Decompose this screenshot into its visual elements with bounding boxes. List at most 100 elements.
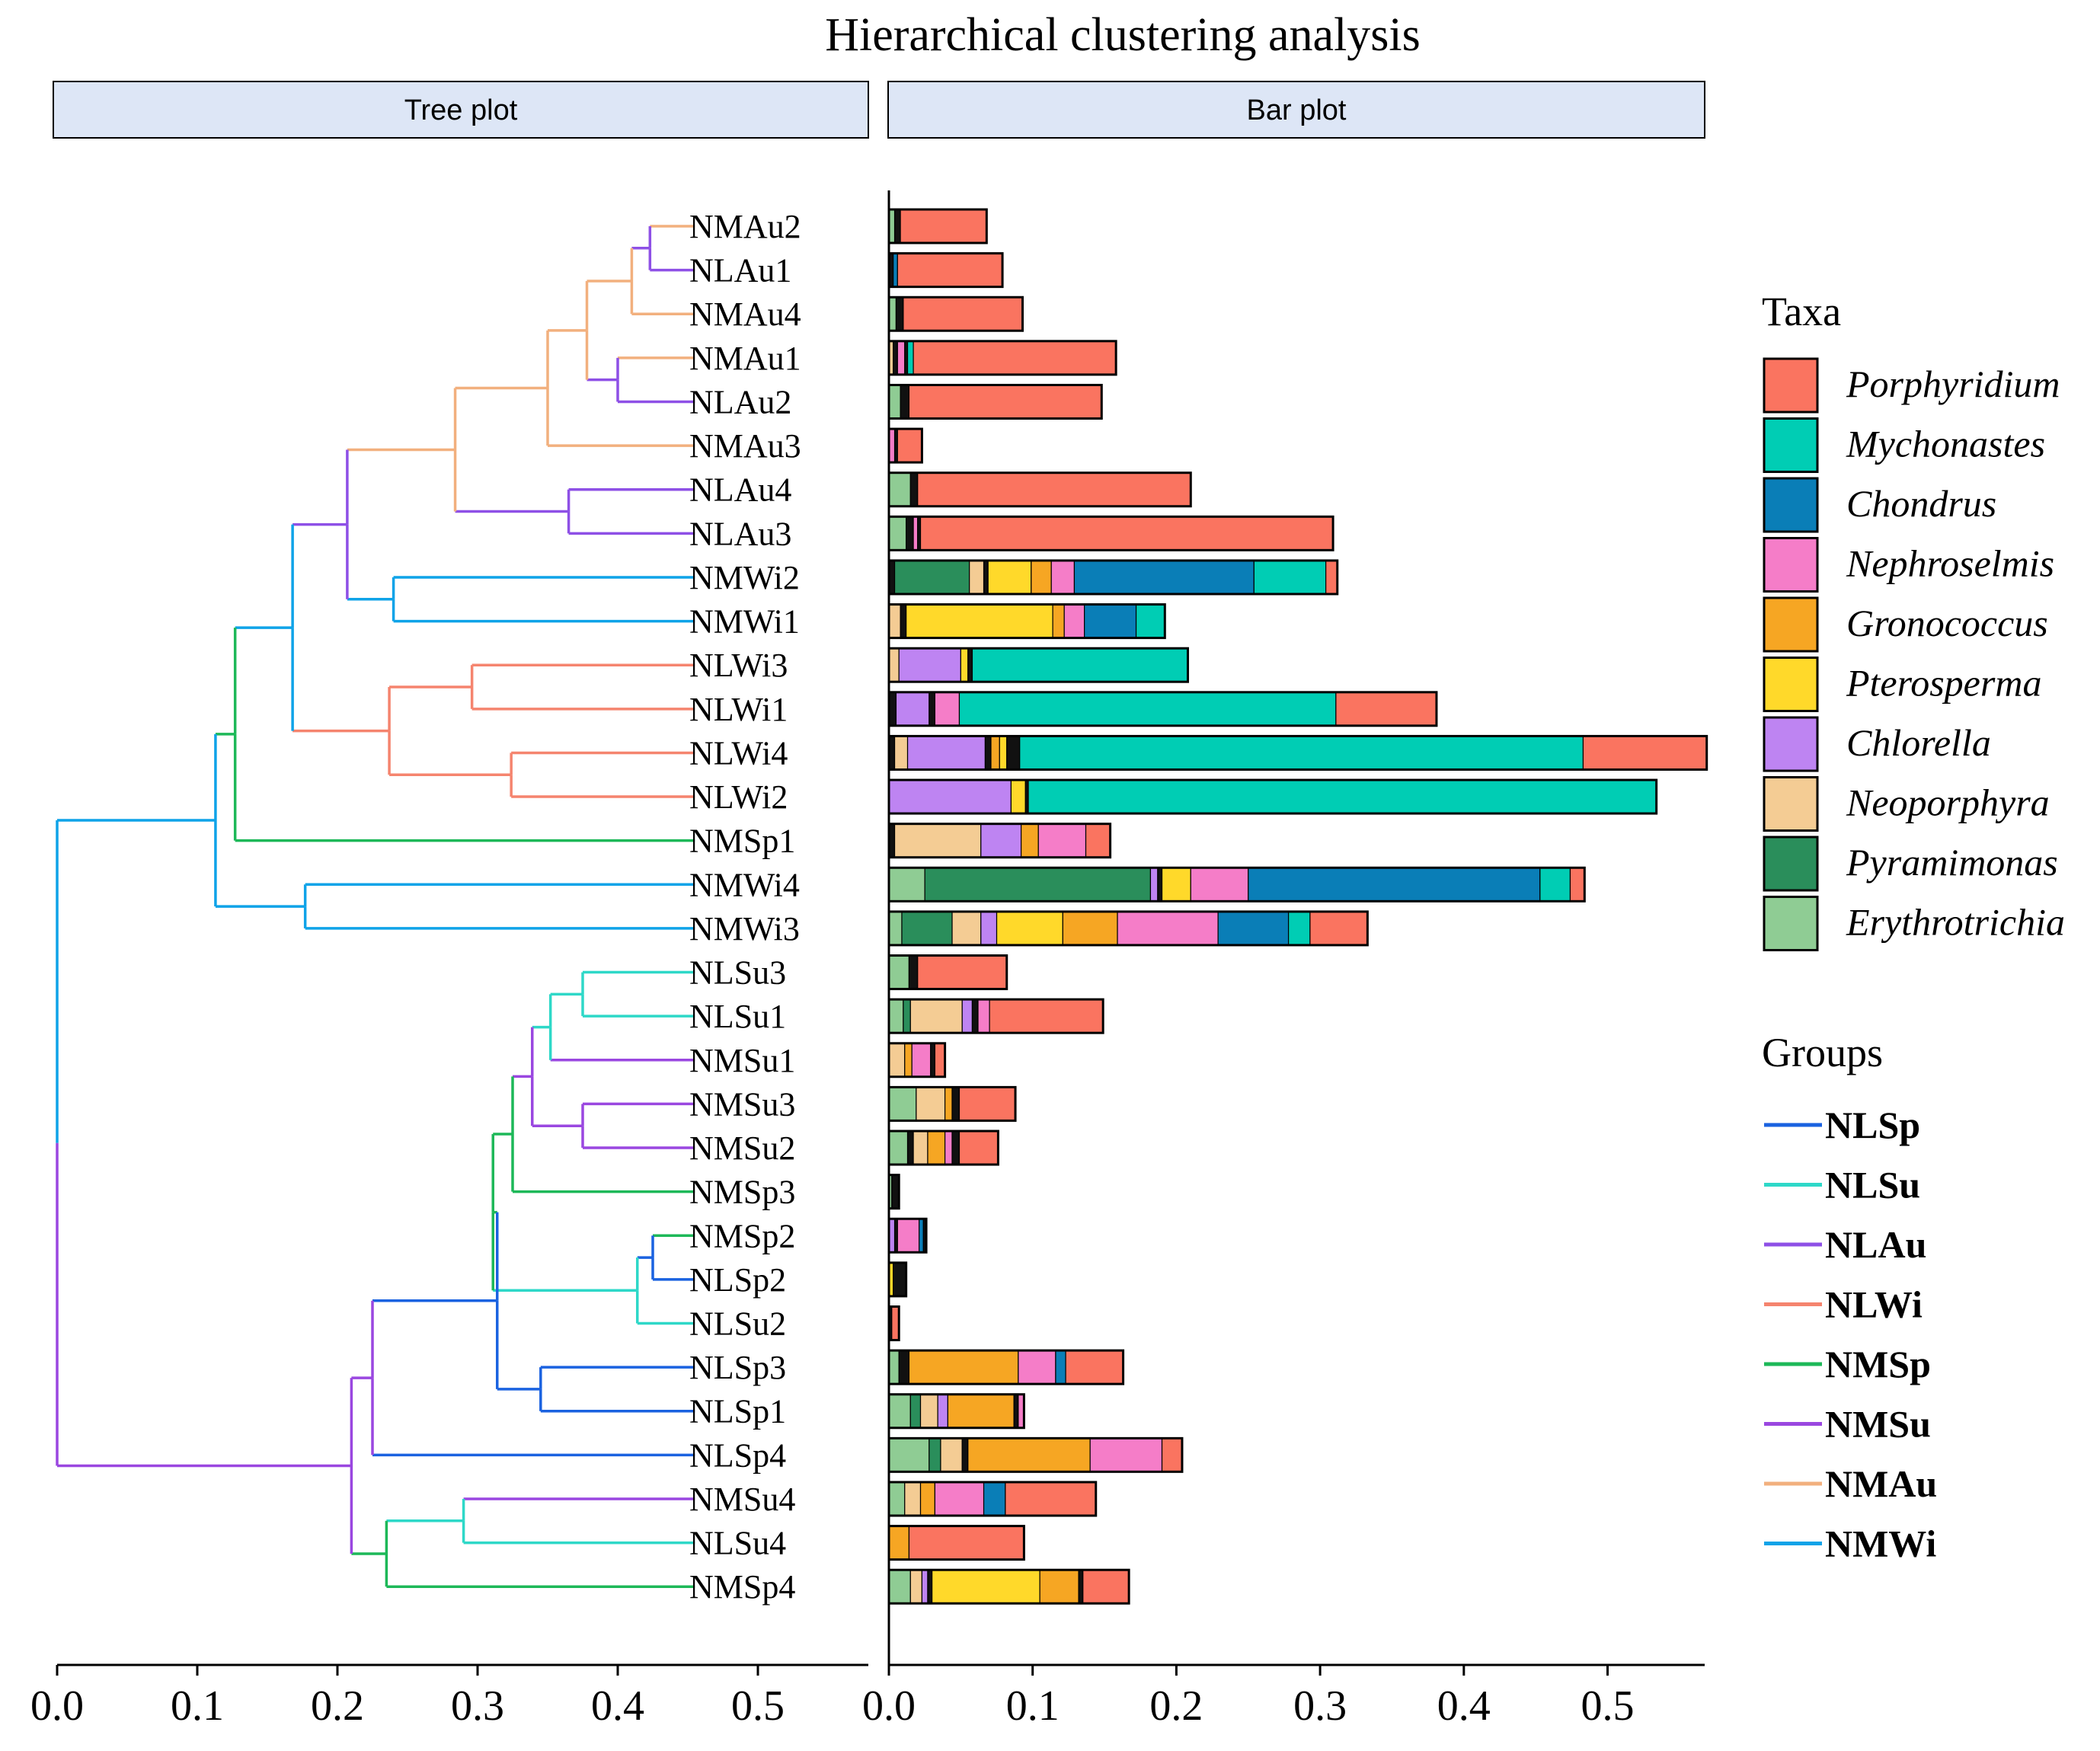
bar-axis-tick-label: 0.4 <box>1437 1682 1491 1730</box>
bar-segment-Mychonastes <box>971 647 1189 682</box>
bar-segment-other <box>1078 1569 1084 1604</box>
bar-segment-other <box>951 1130 961 1165</box>
bar-segment-other <box>898 1350 910 1385</box>
bar-NMAu2 <box>887 208 988 244</box>
bar-segment-other <box>951 1086 961 1122</box>
bar-segment-Gronococcus <box>927 1130 946 1165</box>
sample-labels: NMAu2 NLAu1 NMAu4 NMAu1 NLAu2 NMAu3 NLAu4 NLAu3… <box>689 208 801 1606</box>
sample-label-NMWi2: NMWi2 <box>689 559 800 596</box>
bar-axis-tick-label: 0.0 <box>862 1682 916 1730</box>
bar-segment-Mychonastes <box>958 692 1337 727</box>
bar-segment-Pyramimonas <box>909 1394 922 1429</box>
bar-segment-Gronococcus <box>904 1043 913 1078</box>
bar-segment-Porphyridium <box>1082 1569 1130 1604</box>
taxa-legend-label: Pyramimonas <box>1846 841 2058 883</box>
bar-segment-Pterosperma <box>999 735 1008 771</box>
bar-segment-Pterosperma <box>987 560 1032 595</box>
dendrogram <box>56 225 695 1588</box>
bar-segment-Porphyridium <box>908 1525 1024 1561</box>
bar-segment-Erythrotrichia <box>888 1130 909 1165</box>
stacked-bars <box>887 208 1708 1605</box>
bar-segment-Mychonastes <box>1539 867 1571 902</box>
bar-segment-Erythrotrichia <box>888 1481 906 1516</box>
bar-segment-Erythrotrichia <box>888 1569 911 1604</box>
bar-segment-Chondrus <box>1073 560 1255 595</box>
sample-label-NLSp1: NLSp1 <box>689 1393 786 1430</box>
bar-NLSu1 <box>887 998 1104 1034</box>
bar-NMAu1 <box>887 340 1117 376</box>
bar-segment-other <box>893 209 901 244</box>
bar-segment-Erythrotrichia <box>888 999 904 1034</box>
bar-NLSp2 <box>887 1261 908 1298</box>
bar-panel-strip <box>887 81 1705 139</box>
bar-segment-Chlorella <box>980 823 1022 858</box>
bar-segment-Porphyridium <box>1065 1350 1124 1385</box>
sample-label-NMSp3: NMSp3 <box>689 1174 795 1211</box>
bar-segment-Porphyridium <box>1309 911 1368 946</box>
sample-label-NLSu2: NLSu2 <box>689 1305 786 1343</box>
groups-legend-label: NMSp <box>1825 1343 1931 1385</box>
bar-NMSu4 <box>887 1481 1098 1517</box>
tree-axis-tick-label: 0.4 <box>591 1682 644 1730</box>
bar-segment-Neoporphyra <box>893 823 982 858</box>
bar-segment-Porphyridium <box>897 253 1003 288</box>
taxa-legend-swatch <box>1763 417 1819 473</box>
sample-label-NMSu4: NMSu4 <box>689 1481 795 1518</box>
bar-NMSp1 <box>887 823 1112 859</box>
taxa-legend-swatch <box>1763 477 1819 533</box>
bar-segment-Gronococcus <box>888 1525 910 1561</box>
bar-segment-Porphyridium <box>913 340 1117 375</box>
bar-segment-Gronococcus <box>1039 1569 1079 1604</box>
bar-NMSu3 <box>887 1085 1017 1122</box>
bar-segment-Pterosperma <box>996 911 1063 946</box>
bar-segment-Pterosperma <box>1161 867 1191 902</box>
bar-segment-other <box>900 603 907 639</box>
bar-segment-Chlorella <box>1149 867 1159 902</box>
bar-NMWi1 <box>887 603 1166 640</box>
bar-segment-Neoporphyra <box>909 999 963 1034</box>
bar-segment-Gronococcus <box>1021 823 1039 858</box>
bar-segment-Porphyridium <box>958 1086 1016 1122</box>
bar-segment-Pyramimonas <box>903 999 911 1034</box>
bar-segment-Nephroselmis <box>1063 603 1085 639</box>
bar-segment-Chondrus <box>1055 1350 1066 1385</box>
taxa-legend-title: Taxa <box>1762 289 1841 334</box>
bar-panel-label: Bar plot <box>1247 94 1347 126</box>
sample-label-NLSu1: NLSu1 <box>689 998 786 1035</box>
bar-segment-Porphyridium <box>958 1130 999 1165</box>
bar-NLSu2 <box>887 1305 900 1341</box>
bar-segment-Porphyridium <box>897 428 923 463</box>
bar-segment-Erythrotrichia <box>888 516 907 551</box>
groups-legend-label: NLAu <box>1825 1223 1926 1266</box>
bar-segment-Porphyridium <box>934 1043 946 1078</box>
bar-segment-other <box>971 999 979 1034</box>
bar-NLAu4 <box>887 471 1192 508</box>
bar-segment-Mychonastes <box>1253 560 1327 595</box>
bar-segment-other <box>909 472 919 507</box>
taxa-legend-swatch <box>1763 716 1819 772</box>
bar-segment-Neoporphyra <box>888 1043 906 1078</box>
sample-label-NLAu4: NLAu4 <box>689 471 791 509</box>
bar-segment-Porphyridium <box>989 999 1104 1034</box>
bar-segment-Porphyridium <box>917 954 1008 990</box>
bar-NLWi3 <box>887 647 1189 683</box>
taxa-legend-label: Erythrotrichia <box>1846 901 2065 944</box>
bar-segment-Gronococcus <box>990 735 1000 771</box>
tree-panel-strip <box>53 81 869 139</box>
sample-label-NLSp3: NLSp3 <box>689 1349 786 1386</box>
bar-axis-tick-label: 0.3 <box>1293 1682 1347 1730</box>
bar-NMSp3 <box>887 1174 900 1210</box>
bar-segment-Pyramimonas <box>929 1437 941 1472</box>
bar-segment-other <box>900 384 910 420</box>
bar-segment-Nephroselmis <box>977 999 990 1034</box>
axes: 0.0 0.1 0.2 0.3 0.4 0.5 0.0 0.1 0.2 0.3 0.4 0.5 <box>30 190 1705 1730</box>
taxa-legend-label: Porphyridium <box>1846 363 2060 405</box>
bar-segment-Porphyridium <box>919 516 1334 551</box>
bar-segment-Nephroselmis <box>897 1218 920 1253</box>
bar-segment-Pterosperma <box>960 647 969 682</box>
bar-segment-Neoporphyra <box>940 1437 963 1472</box>
bar-segment-Porphyridium <box>1005 1481 1097 1516</box>
bar-NMAu3 <box>887 427 923 464</box>
tree-panel-label: Tree plot <box>404 94 518 126</box>
bar-segment-other <box>1013 1394 1019 1429</box>
